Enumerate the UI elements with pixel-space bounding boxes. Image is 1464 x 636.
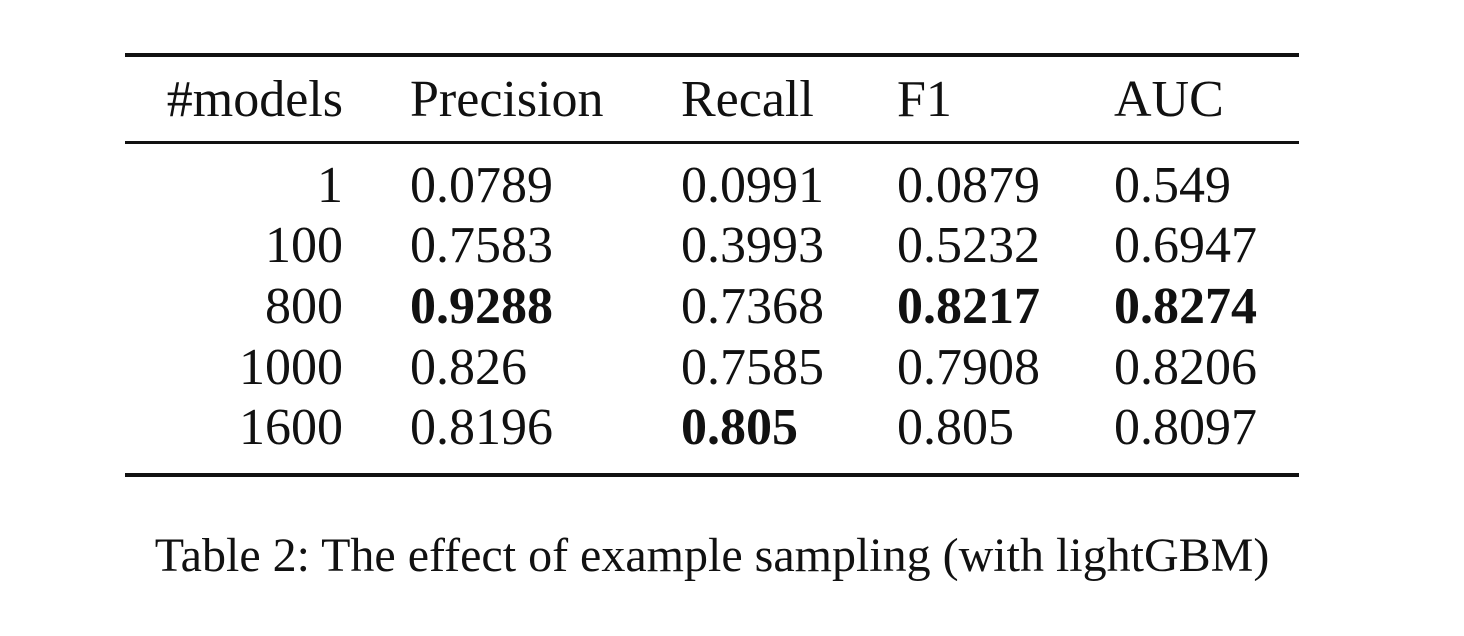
- cell-models: 800: [265, 278, 343, 335]
- cell-f1: 0.7908: [897, 339, 1040, 396]
- cell-f1-best: 0.8217: [897, 278, 1040, 335]
- table-mid-rule: [125, 141, 1299, 144]
- cell-auc: 0.8097: [1114, 399, 1257, 456]
- cell-precision-best: 0.9288: [410, 278, 553, 335]
- header-models: #models: [166, 71, 343, 128]
- cell-precision: 0.7583: [410, 217, 553, 274]
- cell-auc-best: 0.8274: [1114, 278, 1257, 335]
- cell-precision: 0.8196: [410, 399, 553, 456]
- cell-precision: 0.826: [410, 339, 527, 396]
- cell-f1: 0.0879: [897, 157, 1040, 214]
- header-precision: Precision: [410, 71, 604, 128]
- header-f1: F1: [897, 71, 952, 128]
- table-top-rule: [125, 53, 1299, 57]
- cell-f1: 0.805: [897, 399, 1014, 456]
- cell-recall: 0.7368: [681, 278, 824, 335]
- table-bottom-rule: [125, 473, 1299, 477]
- header-auc: AUC: [1114, 71, 1224, 128]
- cell-recall: 0.7585: [681, 339, 824, 396]
- cell-models: 1000: [239, 339, 343, 396]
- cell-models: 100: [265, 217, 343, 274]
- header-recall: Recall: [681, 71, 814, 128]
- cell-models: 1: [317, 157, 343, 214]
- cell-auc: 0.6947: [1114, 217, 1257, 274]
- cell-precision: 0.0789: [410, 157, 553, 214]
- cell-recall-best: 0.805: [681, 399, 798, 456]
- cell-recall: 0.3993: [681, 217, 824, 274]
- cell-recall: 0.0991: [681, 157, 824, 214]
- cell-auc: 0.8206: [1114, 339, 1257, 396]
- cell-auc: 0.549: [1114, 157, 1231, 214]
- cell-f1: 0.5232: [897, 217, 1040, 274]
- table-caption: Table 2: The effect of example sampling …: [154, 529, 1270, 582]
- cell-models: 1600: [239, 399, 343, 456]
